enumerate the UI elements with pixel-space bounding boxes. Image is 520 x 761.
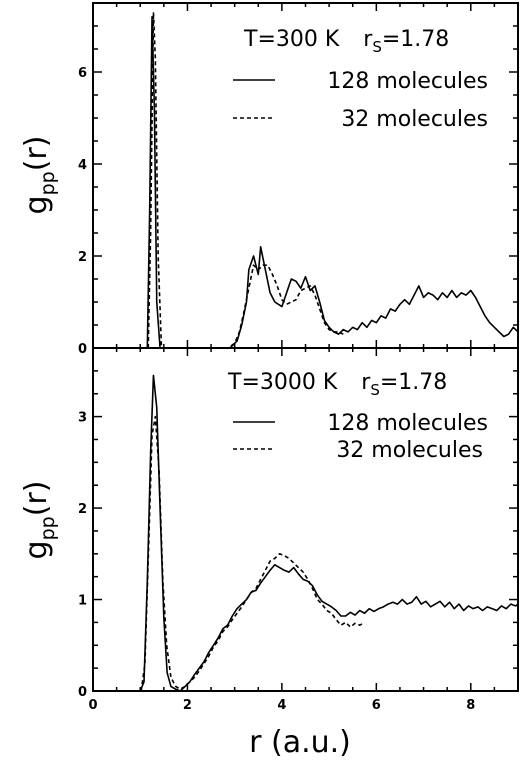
ytick-label: 0 bbox=[78, 342, 87, 357]
series-line-128-molecules bbox=[139, 374, 518, 691]
series-top bbox=[146, 11, 518, 348]
legend-bottom: 128 molecules 32 molecules bbox=[233, 411, 488, 463]
xtick-label: 0 bbox=[88, 698, 97, 713]
ytick-labels-bottom: 0 1 2 3 bbox=[78, 411, 87, 700]
ytick-label: 3 bbox=[78, 411, 87, 426]
xtick-labels-bottom: 0 2 4 6 8 bbox=[88, 698, 475, 713]
ytick-label: 2 bbox=[78, 502, 87, 517]
legend-top: 128 molecules 32 molecules bbox=[233, 69, 488, 132]
xtick-label: 8 bbox=[466, 698, 475, 713]
ylabel-top: gpp(r) bbox=[19, 136, 59, 215]
ytick-label: 1 bbox=[78, 594, 87, 609]
ytick-label: 2 bbox=[78, 250, 87, 265]
ytick-label: 4 bbox=[78, 158, 87, 173]
ytick-label: 6 bbox=[78, 66, 87, 81]
legend-label-32-top: 32 molecules bbox=[341, 107, 488, 132]
series-line-128-molecules bbox=[146, 15, 518, 348]
series-bottom bbox=[139, 374, 518, 691]
plot-frame-bottom bbox=[92, 347, 519, 692]
legend-label-32-bottom: 32 molecules bbox=[336, 438, 483, 463]
series-line-32-molecules bbox=[140, 415, 365, 691]
xtick-label: 2 bbox=[183, 698, 192, 713]
xtick-label: 4 bbox=[277, 698, 286, 713]
xlabel-bottom: r (a.u.) bbox=[249, 725, 351, 760]
ticks-bottom bbox=[92, 347, 519, 692]
legend-label-128-top: 128 molecules bbox=[327, 69, 488, 94]
ticks-top bbox=[92, 2, 519, 349]
legend-label-128-bottom: 128 molecules bbox=[327, 411, 488, 436]
series-line-32-molecules bbox=[147, 11, 344, 348]
ytick-labels-top: 0 2 4 6 bbox=[78, 66, 87, 357]
ylabel-bottom: gpp(r) bbox=[19, 481, 59, 560]
ytick-label: 0 bbox=[78, 685, 87, 700]
xtick-label: 6 bbox=[372, 698, 381, 713]
